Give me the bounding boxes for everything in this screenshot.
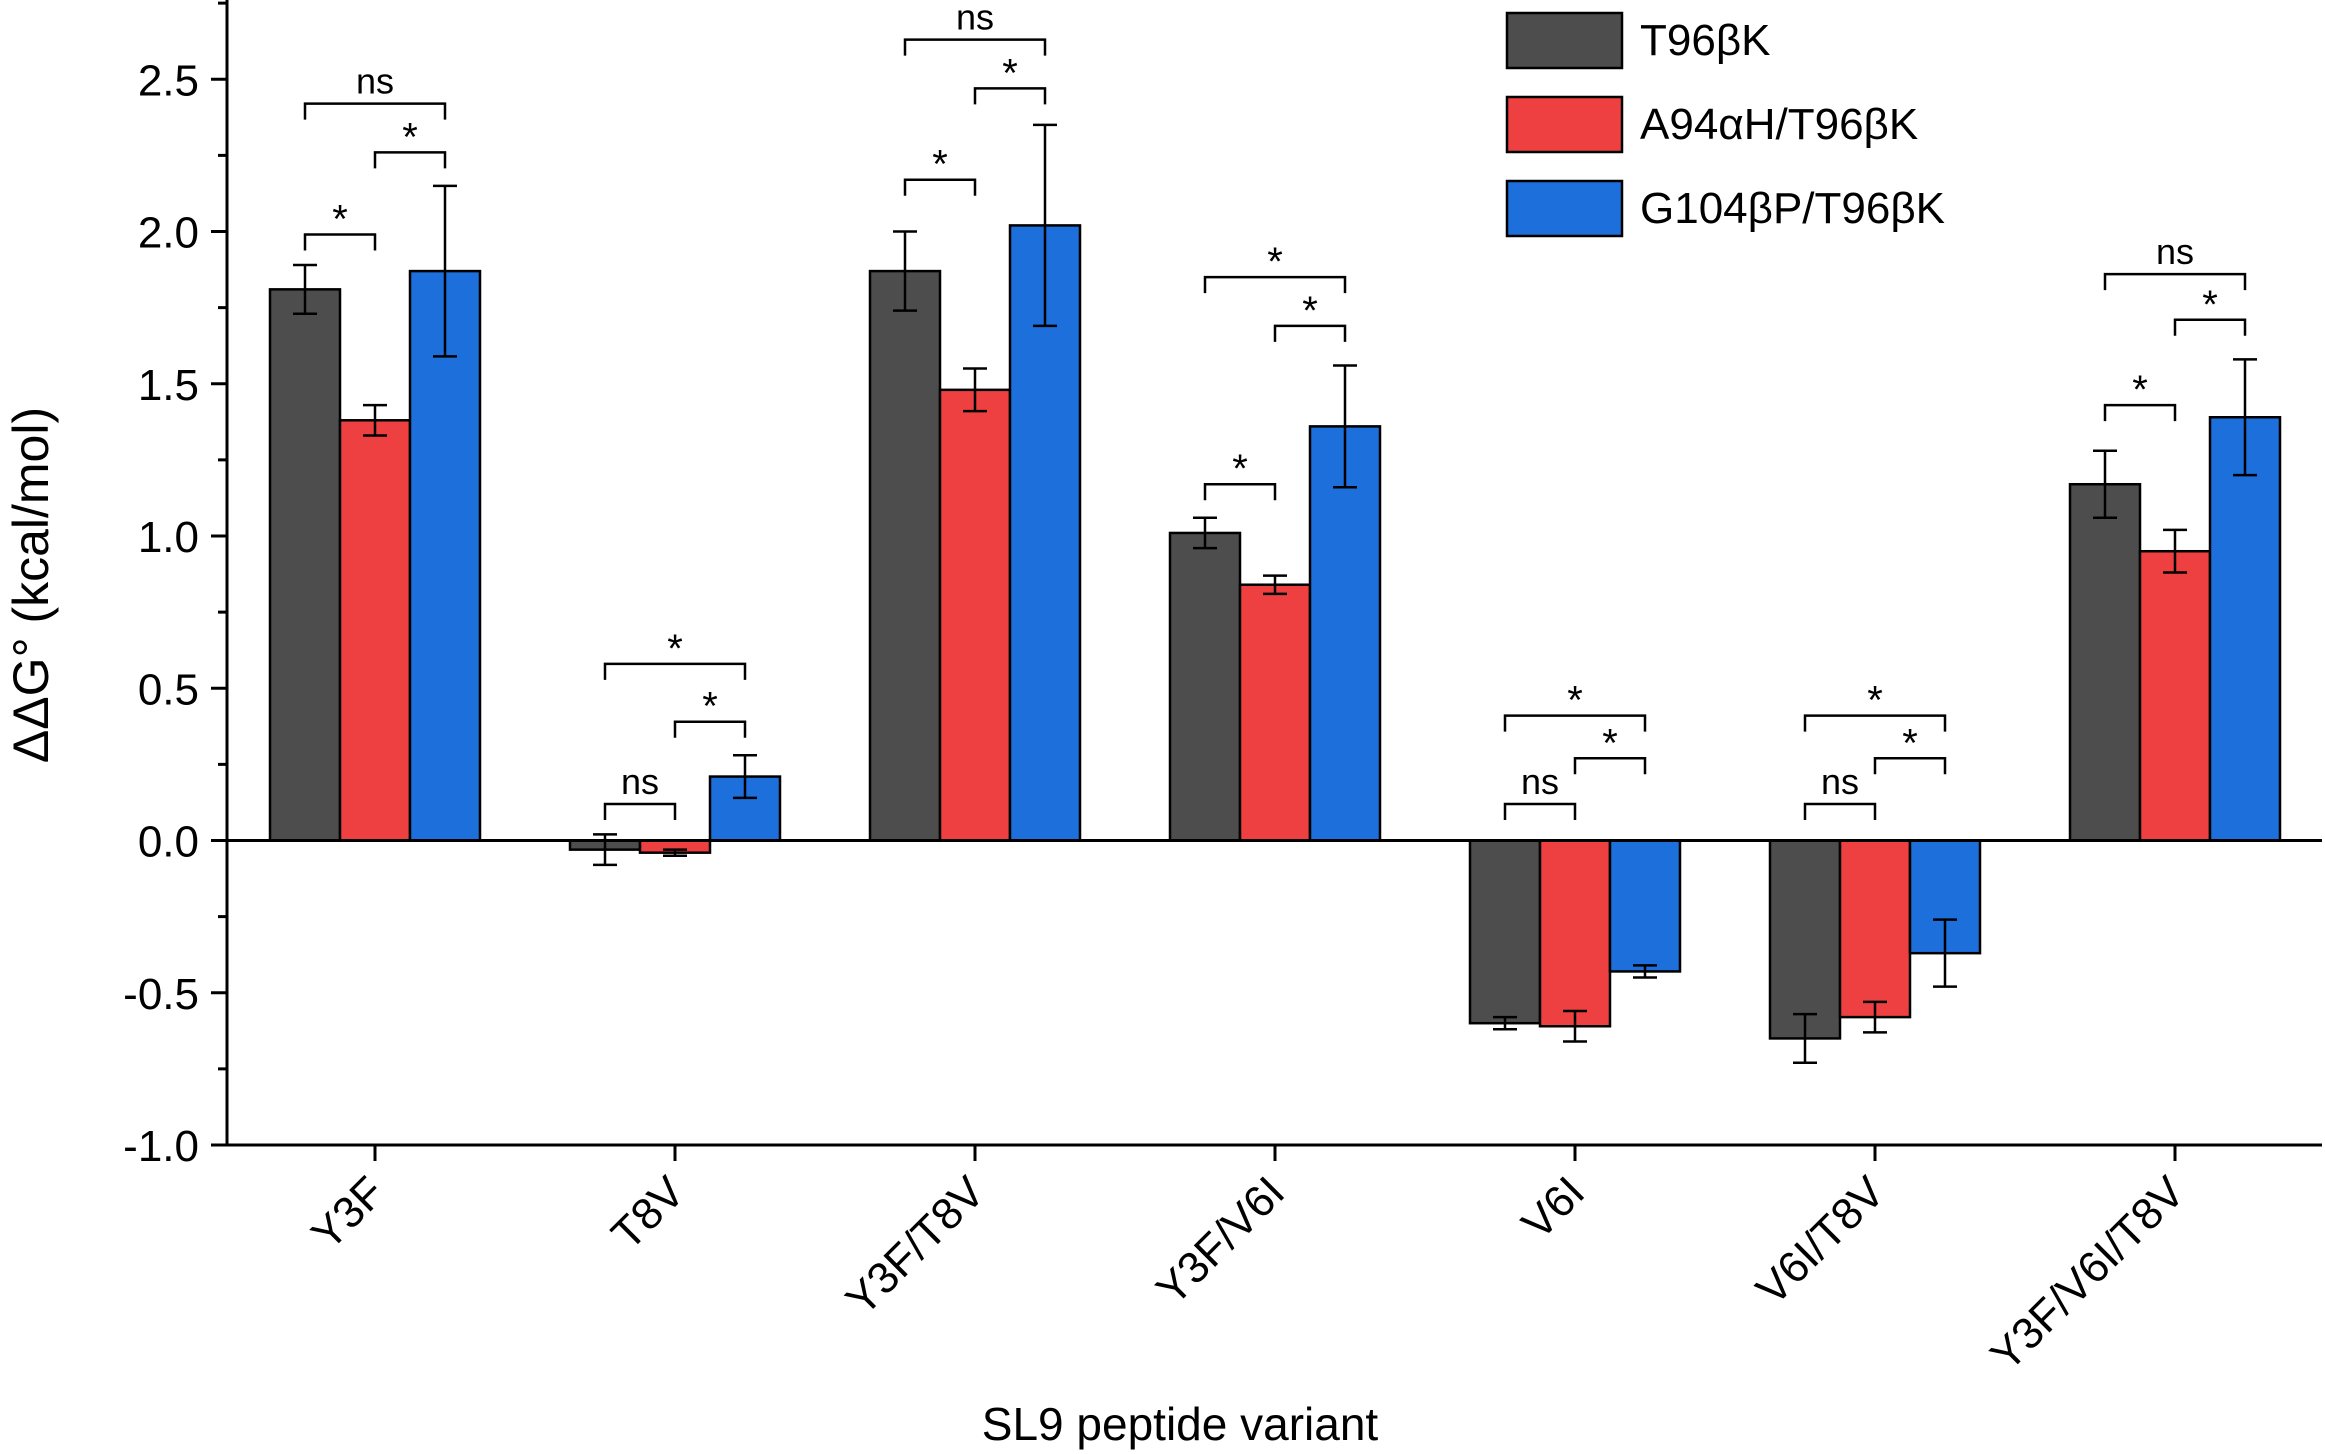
- significance-label: *: [402, 115, 418, 159]
- significance-label: *: [1232, 447, 1248, 491]
- significance-bracket: [973, 87, 1047, 105]
- significance-bracket: [303, 233, 377, 251]
- significance-bracket: [1503, 802, 1577, 820]
- significance-bracket: [903, 38, 1047, 56]
- significance-bracket: [1203, 482, 1277, 501]
- y-tick-label: 0.5: [138, 665, 199, 714]
- significance-bracket: [903, 178, 977, 196]
- significance-bracket: [1873, 757, 1947, 775]
- x-tick-label: Y3F/T8V: [837, 1167, 995, 1325]
- x-tick-label: V6I: [1513, 1167, 1594, 1248]
- significance-bracket: [1273, 324, 1347, 342]
- significance-bracket: [603, 802, 677, 820]
- significance-label: ns: [621, 761, 659, 802]
- significance-label: *: [1267, 240, 1283, 284]
- significance-label: *: [1602, 721, 1618, 765]
- bar-2: [1838, 839, 1912, 1019]
- legend-label: T96βK: [1640, 16, 1770, 65]
- x-ticks-group: Y3F T8V Y3F/T8V Y3F/V6I V6I V6I/T8V Y3F/V6I/T8…: [302, 1145, 2195, 1380]
- significance-label: ns: [1821, 761, 1859, 802]
- significance-label: *: [1867, 679, 1883, 723]
- legend: T96βK A94αH/T96βK G104βP/T96βK: [1505, 11, 1945, 238]
- bar-1: [268, 288, 342, 842]
- x-tick-label: T8V: [602, 1167, 694, 1259]
- bar-1: [2068, 482, 2142, 842]
- significance-bracket: [2103, 403, 2177, 422]
- bar-2: [338, 419, 412, 842]
- error-bars-group: [293, 123, 2257, 1065]
- bar-2: [2138, 549, 2212, 842]
- y-tick-label: 2.0: [138, 209, 199, 258]
- bar-3: [408, 269, 482, 842]
- significance-label: *: [1902, 721, 1918, 765]
- bar-3: [2208, 415, 2282, 842]
- legend-swatch: [1505, 95, 1624, 154]
- y-tick-label: 0.0: [138, 818, 199, 867]
- y-tick-label: 2.5: [138, 56, 199, 105]
- significance-bracket: [303, 102, 447, 120]
- significance-bracket: [2103, 272, 2247, 291]
- axes-group: [225, 0, 2322, 1147]
- x-axis-title: SL9 peptide variant: [982, 1398, 1379, 1450]
- x-tick-label: Y3F: [302, 1167, 394, 1259]
- y-tick-label: 1.5: [138, 361, 199, 410]
- y-tick-label: -0.5: [123, 970, 199, 1019]
- x-tick-label: Y3F/V6I/T8V: [1981, 1167, 2194, 1380]
- significance-label: *: [1002, 51, 1018, 95]
- x-tick-label: Y3F/V6I: [1147, 1167, 1294, 1314]
- bar-1: [868, 269, 942, 842]
- legend-swatch: [1505, 179, 1624, 238]
- y-ticks-group: -1.0 -0.5 0.0 0.5 1.0 1.5 2.0 2.5: [123, 1, 227, 1171]
- significance-label: *: [2202, 283, 2218, 327]
- significance-bracket: [673, 720, 747, 738]
- bar-1: [1768, 839, 1842, 1040]
- significance-label: *: [932, 143, 948, 187]
- legend-label: G104βP/T96βK: [1640, 184, 1945, 233]
- significance-label: ns: [2156, 231, 2194, 272]
- significance-bracket: [603, 662, 747, 680]
- legend-swatch: [1505, 11, 1624, 70]
- bar-2: [938, 388, 1012, 842]
- significance-label: *: [2132, 368, 2148, 412]
- legend-label: A94αH/T96βK: [1640, 100, 1918, 149]
- bar-1: [1168, 531, 1242, 842]
- significance-label: *: [667, 627, 683, 671]
- significance-bracket: [1573, 757, 1647, 775]
- bar-2: [1538, 839, 1612, 1028]
- significance-bracket: [2173, 318, 2247, 336]
- significance-bracket: [373, 151, 447, 169]
- significance-label: ns: [956, 0, 994, 38]
- y-tick-label: -1.0: [123, 1122, 199, 1171]
- x-tick-label: V6I/T8V: [1747, 1167, 1895, 1315]
- significance-label: ns: [356, 61, 394, 102]
- bar-2: [1238, 583, 1312, 842]
- significance-bracket: [1503, 714, 1647, 732]
- significance-bracket: [1203, 275, 1347, 294]
- bars-group: [268, 224, 2282, 1040]
- y-tick-label: 1.0: [138, 513, 199, 562]
- bar-1: [1468, 839, 1542, 1025]
- significance-label: *: [1567, 679, 1583, 723]
- significance-label: *: [702, 685, 718, 729]
- significance-label: ns: [1521, 761, 1559, 802]
- significance-label: *: [332, 198, 348, 242]
- significance-label: *: [1302, 289, 1318, 333]
- y-axis-title: ΔΔG° (kcal/mol): [3, 407, 59, 763]
- significance-bracket: [1803, 714, 1947, 732]
- significance-bracket: [1803, 802, 1877, 820]
- bar-3: [1608, 839, 1682, 973]
